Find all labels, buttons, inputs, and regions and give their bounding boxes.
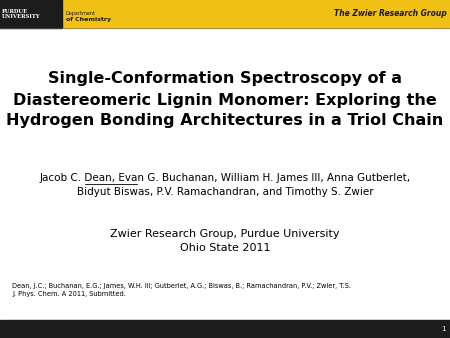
- Text: Dean, J.C.; Buchanan, E.G.; James, W.H. III; Gutberlet, A.G.; Biswas, B.; Ramach: Dean, J.C.; Buchanan, E.G.; James, W.H. …: [12, 283, 351, 297]
- Text: Zwier Research Group, Purdue University: Zwier Research Group, Purdue University: [110, 229, 340, 239]
- Text: 1: 1: [441, 326, 446, 332]
- Text: of Chemistry: of Chemistry: [66, 17, 111, 22]
- Text: The Zwier Research Group: The Zwier Research Group: [334, 9, 447, 19]
- Text: Department: Department: [66, 10, 96, 16]
- Bar: [0, 320, 450, 338]
- Text: Bidyut Biswas, P.V. Ramachandran, and Timothy S. Zwier: Bidyut Biswas, P.V. Ramachandran, and Ti…: [76, 187, 373, 197]
- Bar: [0, 0, 62, 28]
- Text: Ohio State 2011: Ohio State 2011: [180, 243, 270, 253]
- Text: Jacob C. Dean, Evan G. Buchanan, William H. James III, Anna Gutberlet,: Jacob C. Dean, Evan G. Buchanan, William…: [40, 173, 410, 183]
- Text: PURDUE
UNIVERSITY: PURDUE UNIVERSITY: [1, 8, 40, 19]
- Bar: [0, 0, 450, 28]
- Text: Single-Conformation Spectroscopy of a
Diastereomeric Lignin Monomer: Exploring t: Single-Conformation Spectroscopy of a Di…: [6, 72, 444, 128]
